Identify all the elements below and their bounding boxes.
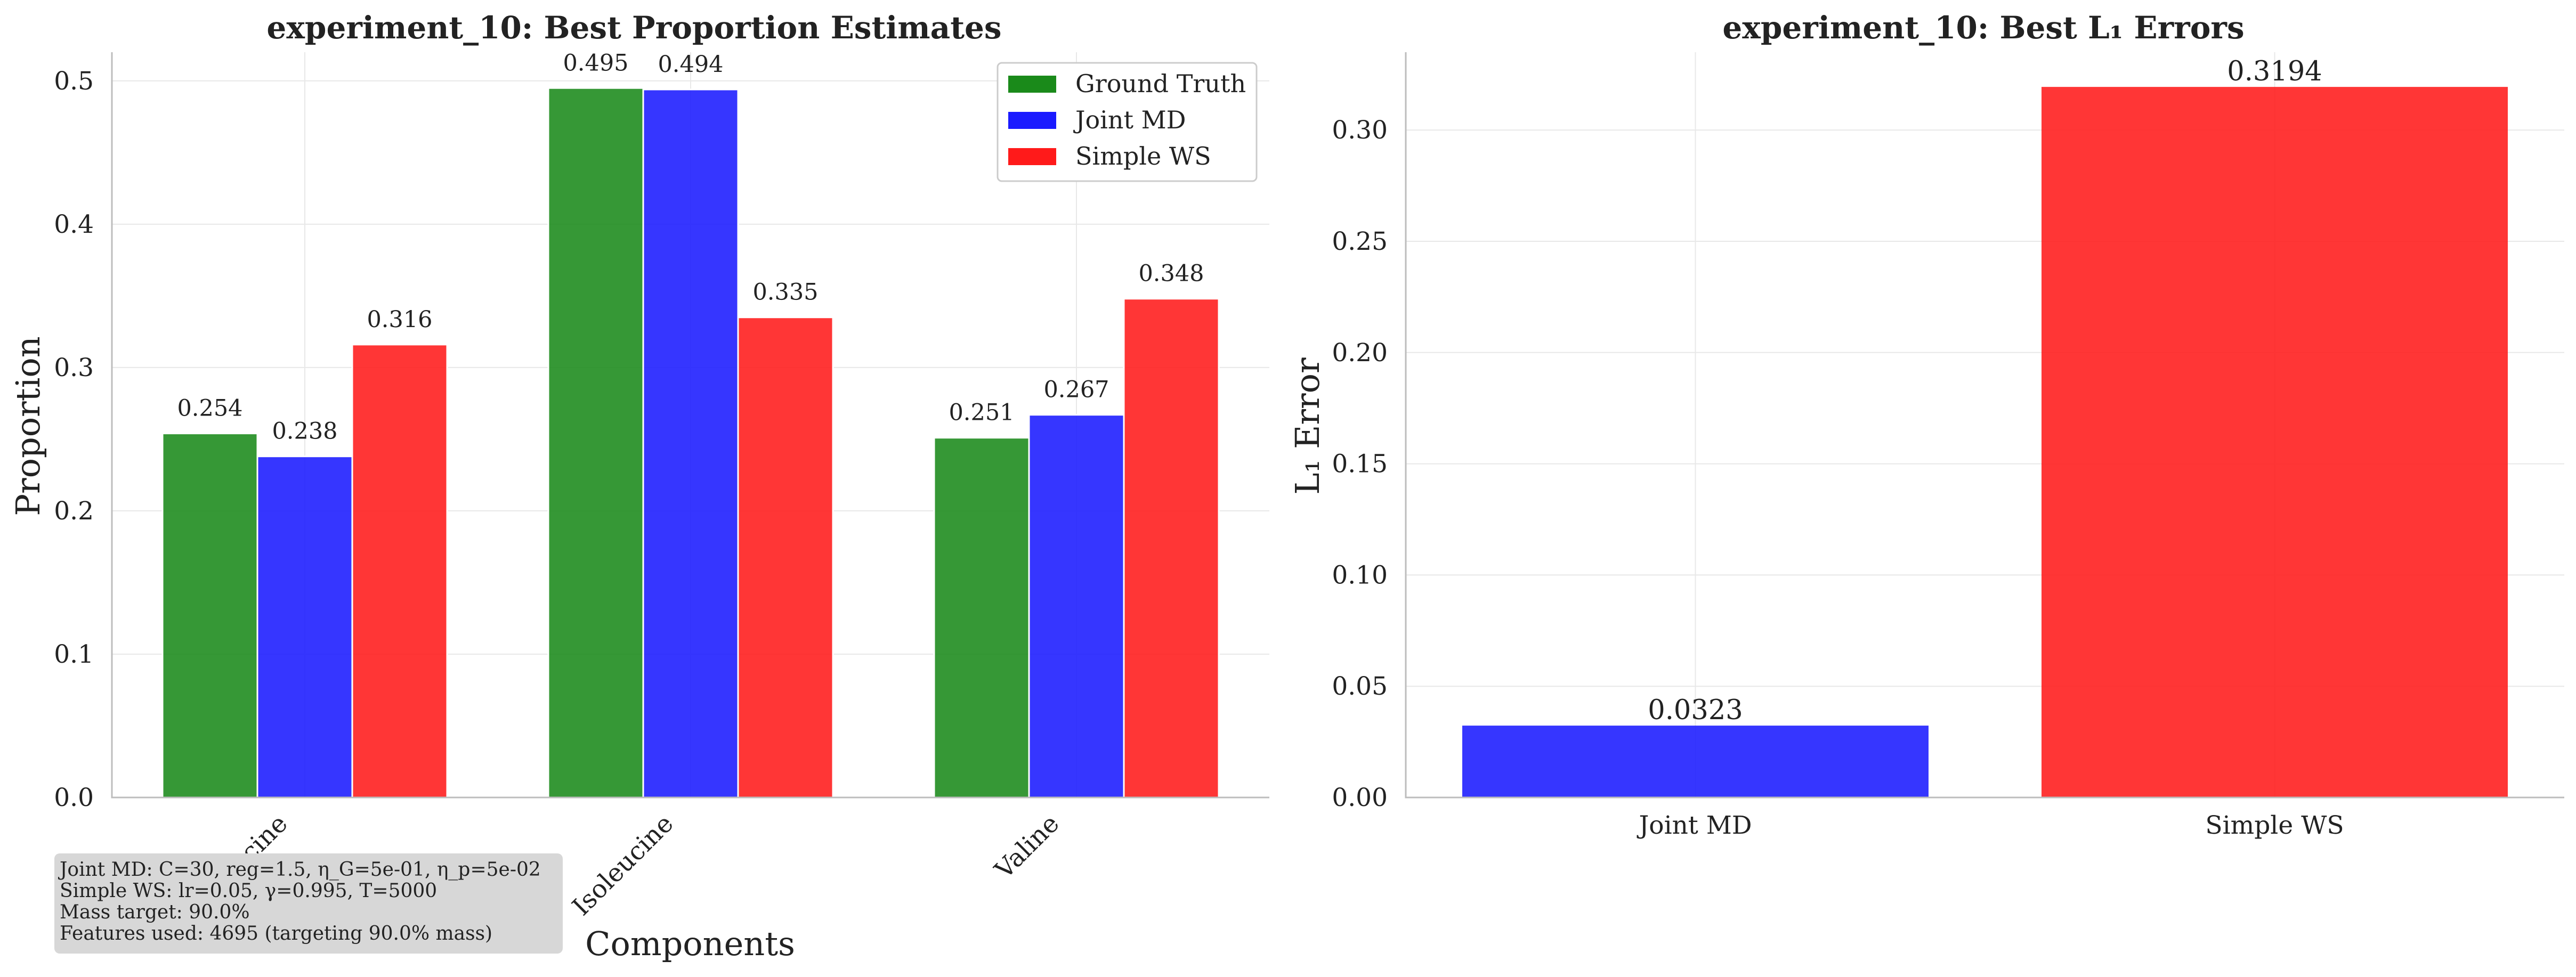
left-ytick-0-1: 0.1 [54, 640, 94, 669]
bar-ground-truth-valine [933, 437, 1030, 799]
bar-simple-ws-leucine [351, 344, 448, 799]
left-xtick-valine: Valine [989, 809, 1065, 885]
annotation-line-mass-target: Mass target: 90.0% [60, 901, 250, 923]
legend-box [997, 62, 1258, 182]
parameter-annotation-box [54, 853, 563, 954]
bar-label-l1-joint-md: 0.0323 [1648, 695, 1743, 726]
right-ytick-0-30: 0.30 [1332, 116, 1388, 145]
right-ytick-0-20: 0.20 [1332, 338, 1388, 368]
left-y-ticks: 0.0 0.1 0.2 0.3 0.4 0.5 [54, 67, 94, 812]
right-bar-labels: 0.0323 0.3194 [1648, 56, 2322, 726]
left-ytick-0-4: 0.4 [54, 210, 94, 239]
bar-label-ground-truth-valine: 0.251 [949, 400, 1014, 426]
annotation-line-simple-ws: Simple WS: lr=0.05, γ=0.995, T=5000 [60, 880, 438, 902]
bar-l1-joint-md [1462, 726, 1929, 797]
left-ytick-0-3: 0.3 [54, 353, 94, 382]
right-xtick-simple-ws: Simple WS [2205, 811, 2344, 840]
bar-label-ground-truth-isoleucine: 0.495 [563, 50, 628, 76]
l1-error-chart: experiment_10: Best L₁ Errors 0.0323 0.31… [1288, 10, 2564, 840]
proportion-chart: experiment_10: Best Proportion Estimates… [9, 10, 1269, 963]
bar-label-joint-md-isoleucine: 0.494 [658, 51, 723, 78]
bar-label-joint-md-valine: 0.267 [1043, 377, 1109, 403]
legend-label-joint-md: Joint MD [1073, 105, 1186, 134]
left-x-axis-label: Components [585, 924, 795, 963]
right-xtick-joint-md: Joint MD [1637, 811, 1752, 840]
bar-joint-md-isoleucine [642, 88, 739, 799]
bar-joint-md-valine [1028, 414, 1125, 799]
right-ytick-0-00: 0.00 [1332, 783, 1388, 812]
bar-label-l1-simple-ws: 0.3194 [2227, 56, 2322, 87]
legend-swatch-joint-md [1008, 112, 1056, 129]
bar-simple-ws-valine [1123, 298, 1220, 799]
legend-label-simple-ws: Simple WS [1075, 142, 1211, 170]
left-ytick-0-2: 0.2 [54, 496, 94, 526]
left-ytick-0-5: 0.5 [54, 67, 94, 96]
right-ytick-0-05: 0.05 [1332, 672, 1388, 701]
bar-ground-truth-leucine [161, 433, 258, 799]
left-ytick-0-0: 0.0 [54, 783, 94, 812]
annotation-line-joint-md: Joint MD: C=30, reg=1.5, η_G=5e-01, η_p=… [60, 859, 541, 881]
right-ytick-0-10: 0.10 [1332, 560, 1388, 590]
bar-label-simple-ws-isoleucine: 0.335 [752, 279, 818, 306]
bar-simple-ws-isoleucine [737, 316, 834, 799]
right-y-ticks: 0.00 0.05 0.10 0.15 0.20 0.25 0.30 [1332, 116, 1388, 812]
legend: Ground Truth Joint MD Simple WS [997, 62, 1258, 182]
bar-joint-md-leucine [256, 455, 353, 799]
legend-swatch-simple-ws [1008, 148, 1056, 165]
bar-label-simple-ws-leucine: 0.316 [367, 306, 432, 333]
right-axis-spines [1405, 52, 2564, 799]
annotation-line-features: Features used: 4695 (targeting 90.0% mas… [60, 923, 493, 945]
legend-label-ground-truth: Ground Truth [1075, 69, 1246, 98]
legend-swatch-ground-truth [1008, 76, 1056, 93]
right-ytick-0-25: 0.25 [1332, 227, 1388, 256]
left-bars [161, 87, 1220, 799]
right-bars [1462, 87, 2508, 797]
bar-ground-truth-isoleucine [547, 87, 644, 799]
bar-l1-simple-ws [2042, 87, 2508, 797]
bar-label-simple-ws-valine: 0.348 [1138, 260, 1204, 287]
right-y-axis-label: L₁ Error [1288, 357, 1327, 495]
left-chart-title: experiment_10: Best Proportion Estimates [266, 10, 1001, 46]
left-bar-labels: 0.254 0.238 0.316 0.495 0.494 0.335 0.251 0.267… [177, 50, 1204, 444]
left-axis-spines [111, 52, 1269, 799]
right-x-ticks: Joint MD Simple WS [1637, 811, 2344, 840]
right-chart-title: experiment_10: Best L₁ Errors [1722, 10, 2244, 46]
right-ytick-0-15: 0.15 [1332, 450, 1388, 479]
bar-label-ground-truth-leucine: 0.254 [177, 395, 242, 422]
bar-label-joint-md-leucine: 0.238 [272, 418, 337, 445]
left-xtick-isoleucine: Isoleucine [566, 809, 679, 922]
left-y-axis-label: Proportion [9, 336, 47, 516]
